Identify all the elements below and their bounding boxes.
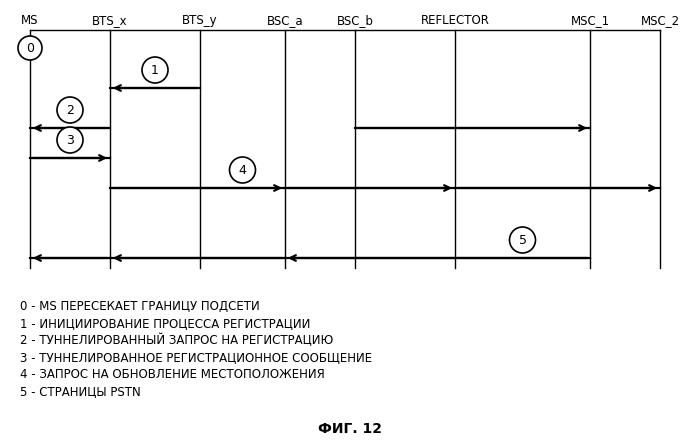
Circle shape bbox=[57, 97, 83, 123]
Text: 2 - ТУННЕЛИРОВАННЫЙ ЗАПРОС НА РЕГИСТРАЦИЮ: 2 - ТУННЕЛИРОВАННЫЙ ЗАПРОС НА РЕГИСТРАЦИ… bbox=[20, 334, 333, 347]
Text: BTS_x: BTS_x bbox=[92, 14, 128, 27]
Text: 4 - ЗАПРОС НА ОБНОВЛЕНИЕ МЕСТОПОЛОЖЕНИЯ: 4 - ЗАПРОС НА ОБНОВЛЕНИЕ МЕСТОПОЛОЖЕНИЯ bbox=[20, 368, 325, 381]
Circle shape bbox=[18, 36, 42, 60]
Text: 1 - ИНИЦИИРОВАНИЕ ПРОЦЕССА РЕГИСТРАЦИИ: 1 - ИНИЦИИРОВАНИЕ ПРОЦЕССА РЕГИСТРАЦИИ bbox=[20, 317, 310, 330]
Text: BTS_y: BTS_y bbox=[182, 14, 218, 27]
Text: MSC_2: MSC_2 bbox=[640, 14, 679, 27]
Circle shape bbox=[142, 57, 168, 83]
Circle shape bbox=[57, 127, 83, 153]
Text: 5: 5 bbox=[519, 233, 526, 247]
Text: BSC_a: BSC_a bbox=[267, 14, 303, 27]
Text: 3: 3 bbox=[66, 133, 74, 146]
Text: 0 - MS ПЕРЕСЕКАЕТ ГРАНИЦУ ПОДСЕТИ: 0 - MS ПЕРЕСЕКАЕТ ГРАНИЦУ ПОДСЕТИ bbox=[20, 300, 260, 313]
Text: 0: 0 bbox=[26, 42, 34, 54]
Circle shape bbox=[510, 227, 535, 253]
Text: MS: MS bbox=[21, 14, 38, 27]
Text: 5 - СТРАНИЦЫ PSTN: 5 - СТРАНИЦЫ PSTN bbox=[20, 385, 140, 398]
Text: MSC_1: MSC_1 bbox=[570, 14, 610, 27]
Text: REFLECTOR: REFLECTOR bbox=[421, 14, 489, 27]
Text: 3 - ТУННЕЛИРОВАННОЕ РЕГИСТРАЦИОННОЕ СООБЩЕНИЕ: 3 - ТУННЕЛИРОВАННОЕ РЕГИСТРАЦИОННОЕ СООБ… bbox=[20, 351, 372, 364]
Text: ФИГ. 12: ФИГ. 12 bbox=[317, 422, 382, 436]
Text: 1: 1 bbox=[151, 64, 159, 76]
Circle shape bbox=[229, 157, 256, 183]
Text: 4: 4 bbox=[238, 164, 247, 176]
Text: 2: 2 bbox=[66, 103, 74, 117]
Text: BSC_b: BSC_b bbox=[336, 14, 373, 27]
